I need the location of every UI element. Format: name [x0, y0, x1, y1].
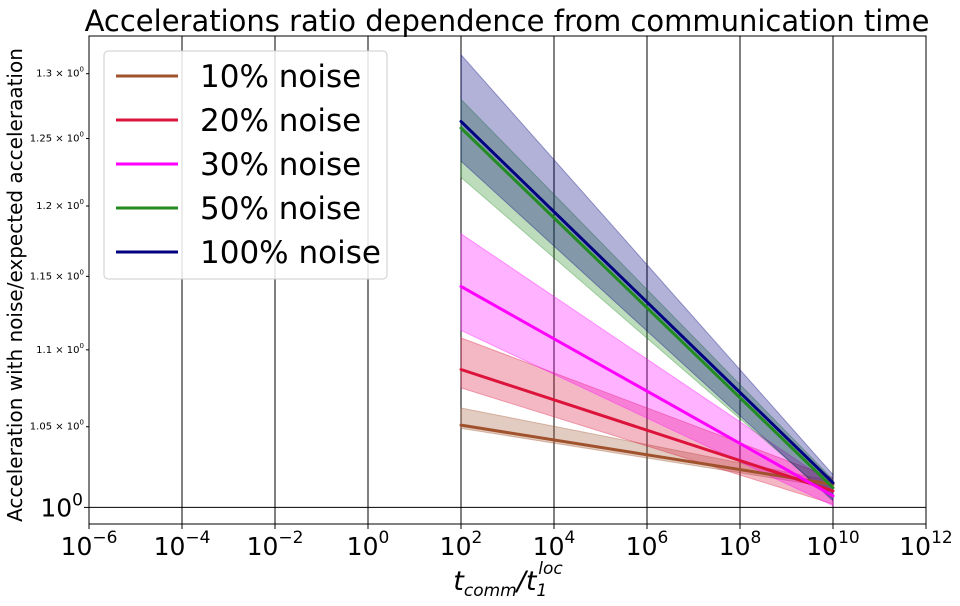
x-tick-label: 106	[626, 528, 669, 561]
legend-label: 10% noise	[200, 59, 361, 95]
legend-label: 30% noise	[200, 147, 361, 183]
chart-title: Accelerations ratio dependence from comm…	[85, 4, 930, 38]
y-tick-label: 1.3 × 100	[36, 66, 84, 80]
x-tick-label: 10−2	[247, 528, 304, 561]
series-band	[460, 232, 834, 507]
legend-label: 20% noise	[200, 103, 361, 139]
x-tick-label: 108	[719, 528, 762, 561]
series-line	[459, 284, 835, 498]
y-tick-label: 1.15 × 100	[30, 268, 84, 282]
y-axis-label: Acceleration with noise/expected acceler…	[3, 48, 27, 522]
y-tick-label: 1.25 × 100	[30, 131, 84, 145]
series-line	[459, 367, 835, 493]
x-axis-ticks: 10−6 10−4 10−2 100 102 104 106 108 1010 1012	[61, 524, 953, 561]
series-line	[459, 423, 835, 486]
y-major-tick-label: 100	[40, 490, 83, 522]
y-tick-label: 1.1 × 100	[36, 342, 84, 356]
x-tick-label: 104	[533, 528, 576, 561]
x-tick-label: 100	[347, 528, 390, 561]
plot-frame	[88, 35, 927, 525]
y-tick-label: 1.05 × 100	[30, 419, 84, 433]
x-tick-label: 10−6	[61, 528, 118, 561]
x-tick-label: 10−4	[154, 528, 211, 561]
series-line	[459, 126, 835, 490]
legend: 10% noise 20% noise 30% noise 50% noise 100%…	[103, 50, 388, 280]
y-axis-ticks: 1.3 × 100 1.25 × 100 1.2 × 100 1.15 × 100 1.…	[30, 66, 89, 522]
series-band	[460, 53, 834, 502]
y-tick-label: 1.2 × 100	[36, 198, 84, 212]
legend-label: 100% noise	[200, 235, 381, 271]
x-tick-label: 1010	[806, 528, 859, 561]
x-axis-label: tcomm/t1loc	[453, 559, 563, 601]
x-tick-label: 1012	[899, 528, 952, 561]
series-band	[460, 337, 834, 505]
series-lines	[459, 119, 835, 498]
x-tick-label: 102	[440, 528, 483, 561]
series-line	[459, 119, 835, 485]
legend-label: 50% noise	[200, 191, 361, 227]
legend-box	[103, 50, 388, 280]
